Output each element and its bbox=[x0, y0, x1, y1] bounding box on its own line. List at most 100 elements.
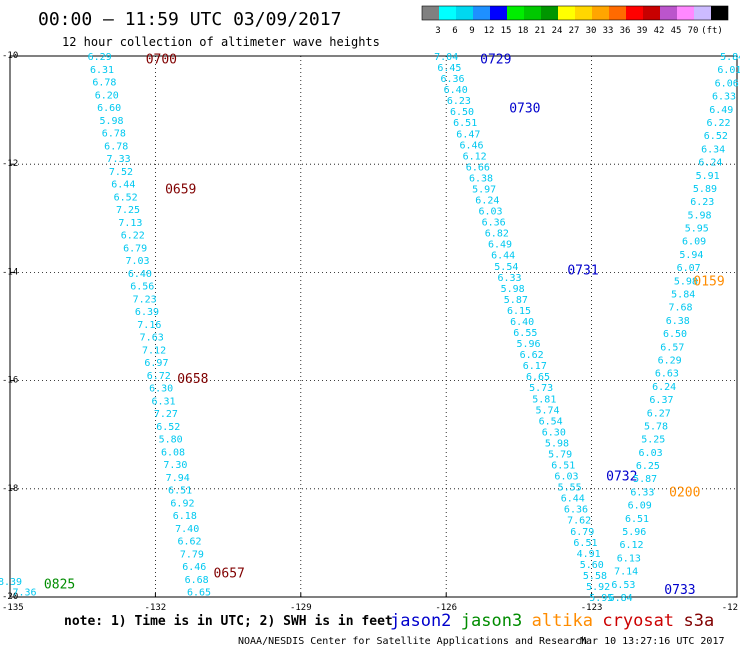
swh-value: 6.60 bbox=[97, 103, 121, 114]
swh-value: 7.27 bbox=[154, 409, 178, 420]
swh-value: 8.39 bbox=[0, 577, 22, 588]
pass-time-label: 0658 bbox=[177, 372, 208, 387]
colorbar-swatch bbox=[490, 6, 507, 20]
pass-time-label: 0733 bbox=[664, 583, 695, 598]
colorbar-swatch bbox=[626, 6, 643, 20]
footer-note: note: 1) Time is in UTC; 2) SWH is in fe… bbox=[64, 614, 393, 629]
swh-value: 7.79 bbox=[180, 549, 204, 560]
swh-value: 6.31 bbox=[151, 396, 175, 407]
swh-value: 6.31 bbox=[90, 65, 114, 76]
colorbar-label: 15 bbox=[501, 26, 512, 36]
swh-value: 6.33 bbox=[712, 92, 736, 103]
pass-time-label: 0659 bbox=[165, 183, 196, 198]
swh-value: 6.03 bbox=[554, 472, 578, 483]
track-s3a: 6.296.316.786.206.605.986.786.787.337.52… bbox=[88, 52, 245, 599]
colorbar-outline bbox=[421, 5, 729, 21]
colorbar-swatch bbox=[677, 6, 694, 20]
swh-value: 5.96 bbox=[622, 527, 646, 538]
swh-value: 6.18 bbox=[173, 511, 197, 522]
x-tick-label: -129 bbox=[290, 603, 312, 613]
track-altika: 5.84 6.01 6.06 6.33 6.49 6.22 6.52 6.34 6.24 5.91… bbox=[609, 52, 740, 604]
track-jason2: 7.046.456.366.406.236.506.516.476.466.12… bbox=[434, 52, 695, 604]
swh-value: 5.95 bbox=[685, 224, 709, 235]
pass-time-label: 0200 bbox=[669, 486, 700, 501]
plot-frame bbox=[9, 55, 738, 598]
x-tick-label: -135 bbox=[2, 603, 24, 613]
swh-value: 6.51 bbox=[551, 461, 575, 472]
colorbar-swatch bbox=[541, 6, 558, 20]
colorbar-label: 9 bbox=[469, 26, 474, 36]
swh-value: 6.49 bbox=[709, 105, 733, 116]
colorbar-label: 39 bbox=[637, 26, 648, 36]
swh-value: 6.53 bbox=[611, 580, 635, 591]
colorbar-swatch bbox=[473, 6, 490, 20]
swh-value: 5.74 bbox=[535, 405, 559, 416]
swh-value: 6.84 bbox=[609, 593, 633, 604]
swh-value: 7.62 bbox=[567, 516, 591, 527]
y-tick-label: -20 bbox=[2, 592, 18, 602]
swh-value: 6.25 bbox=[636, 461, 660, 472]
swh-value: 7.33 bbox=[107, 154, 131, 165]
swh-value: 6.47 bbox=[456, 129, 480, 140]
legend-entry: jason3 bbox=[461, 611, 522, 631]
swh-value: 6.08 bbox=[161, 447, 185, 458]
swh-value: 6.51 bbox=[453, 118, 477, 129]
legend-entry: jason2 bbox=[390, 611, 451, 631]
swh-value: 6.52 bbox=[156, 422, 180, 433]
swh-value: 7.30 bbox=[163, 460, 187, 471]
swh-value: 6.50 bbox=[663, 329, 687, 340]
colorbar-swatch bbox=[694, 6, 711, 20]
swh-value: 6.62 bbox=[520, 350, 544, 361]
swh-value: 6.33 bbox=[630, 487, 654, 498]
swh-value: 6.55 bbox=[513, 328, 537, 339]
swh-value: 5.98 bbox=[99, 116, 123, 127]
swh-value: 5.98 bbox=[501, 284, 525, 295]
swh-value: 6.29 bbox=[88, 52, 112, 63]
pass-time-label: 0730 bbox=[509, 101, 540, 116]
swh-value: 5.87 bbox=[633, 474, 657, 485]
swh-value: 6.79 bbox=[570, 527, 594, 538]
swh-value: 6.24 bbox=[475, 196, 499, 207]
swh-value: 5.80 bbox=[159, 435, 183, 446]
pass-time-label: 0159 bbox=[693, 275, 724, 290]
swh-value: 6.54 bbox=[539, 416, 563, 427]
swh-value: 6.06 bbox=[715, 78, 739, 89]
swh-value: 5.87 bbox=[504, 295, 528, 306]
swh-value: 4.91 bbox=[577, 549, 601, 560]
colorbar-swatch bbox=[660, 6, 677, 20]
swh-value: 6.40 bbox=[128, 269, 152, 280]
swh-value: 6.20 bbox=[95, 90, 119, 101]
track-jason3: 8.397.36 0825 bbox=[0, 577, 75, 599]
swh-value: 6.40 bbox=[444, 85, 468, 96]
colorbar-label: 3 bbox=[435, 26, 440, 36]
pass-time-label: 0732 bbox=[606, 469, 637, 484]
colorbar-label: 70 bbox=[688, 26, 699, 36]
swh-value: 6.78 bbox=[104, 141, 128, 152]
swh-value: 6.44 bbox=[561, 494, 585, 505]
swh-value: 6.09 bbox=[682, 237, 706, 248]
swh-value: 6.37 bbox=[649, 395, 673, 406]
colorbar-swatch bbox=[711, 6, 728, 20]
swh-value: 7.13 bbox=[118, 218, 142, 229]
y-tick-label: -16 bbox=[2, 376, 18, 386]
swh-value: 6.23 bbox=[447, 96, 471, 107]
color-scale-bar: 3 6 9 12 15 18 21 24 27 30 33 36 39 42 45 70 (ft) bbox=[421, 5, 729, 36]
swh-value: 6.44 bbox=[491, 251, 515, 262]
x-tick-label: -126 bbox=[435, 603, 457, 613]
swh-value: 6.24 bbox=[698, 158, 722, 169]
swh-value: 7.16 bbox=[137, 320, 161, 331]
y-tick-label: -18 bbox=[2, 484, 18, 494]
swh-value: 7.52 bbox=[109, 167, 133, 178]
swh-value: 6.30 bbox=[149, 384, 173, 395]
colorbar-label: 21 bbox=[535, 26, 546, 36]
swh-value: 6.51 bbox=[168, 486, 192, 497]
swh-value: 5.78 bbox=[644, 421, 668, 432]
colorbar-swatch bbox=[592, 6, 609, 20]
swh-value: 6.56 bbox=[130, 282, 154, 293]
swh-value: 7.14 bbox=[614, 567, 638, 578]
swh-value: 7.40 bbox=[175, 524, 199, 535]
swh-value: 7.12 bbox=[142, 345, 166, 356]
swh-value: 6.49 bbox=[488, 240, 512, 251]
colorbar-label: 27 bbox=[569, 26, 580, 36]
